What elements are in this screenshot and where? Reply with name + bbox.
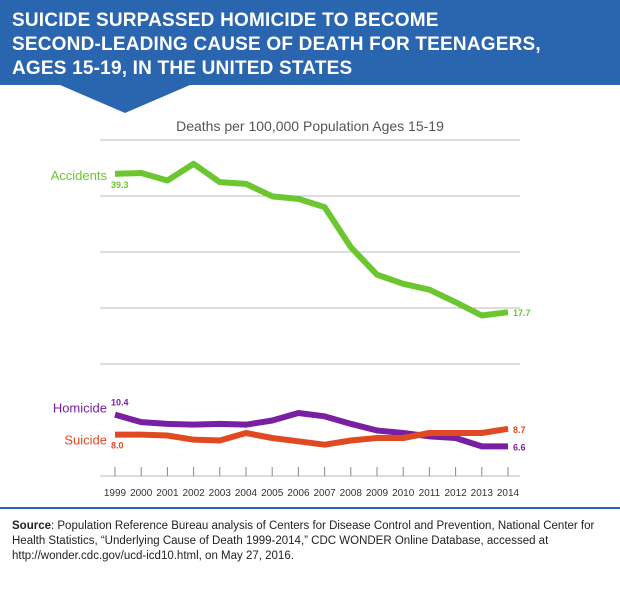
start-value-label: 10.4 xyxy=(111,398,129,408)
x-tick-label: 2004 xyxy=(235,488,258,499)
x-tick-label: 2003 xyxy=(209,488,232,499)
x-tick-label: 2001 xyxy=(156,488,179,499)
x-tick-label: 2012 xyxy=(444,488,467,499)
end-value-label: 6.6 xyxy=(513,442,526,452)
source-label: Source xyxy=(12,520,51,532)
x-tick-label: 2014 xyxy=(497,488,520,499)
series-line-suicide xyxy=(115,425,509,448)
series-line-homicide xyxy=(114,410,508,450)
source-text: : Population Reference Bureau analysis o… xyxy=(12,520,595,562)
x-tick-label: 2010 xyxy=(392,488,415,499)
x-tick-label: 2006 xyxy=(287,488,310,499)
x-tick-label: 2011 xyxy=(419,488,441,499)
x-tick-label: 2000 xyxy=(130,488,153,499)
start-value-label: 8.0 xyxy=(111,441,124,451)
x-tick-label: 2008 xyxy=(340,488,363,499)
series-name-homicide: Homicide xyxy=(53,401,107,416)
title-line-1: SUICIDE SURPASSED HOMICIDE TO BECOME xyxy=(12,10,439,31)
x-tick-label: 2013 xyxy=(471,488,494,499)
x-tick-label: 2009 xyxy=(366,488,389,499)
x-tick-label: 2005 xyxy=(261,488,284,499)
series-name-accidents: Accidents xyxy=(51,168,108,183)
start-value-label: 39.3 xyxy=(111,180,129,190)
end-value-label: 8.7 xyxy=(513,425,526,435)
series-name-suicide: Suicide xyxy=(64,433,107,448)
series-line-accidents xyxy=(114,160,509,319)
end-value-label: 17.7 xyxy=(513,308,531,318)
x-tick-label: 2002 xyxy=(182,488,205,499)
header-banner: SUICIDE SURPASSED HOMICIDE TO BECOME SEC… xyxy=(0,0,620,115)
x-tick-label: 2007 xyxy=(313,488,336,499)
title-line-2: SECOND-LEADING CAUSE OF DEATH FOR TEENAG… xyxy=(12,34,541,55)
source-note: Source: Population Reference Bureau anal… xyxy=(0,507,620,589)
line-chart: 1999 2000 2001 2002 2003 2004 2005 2006 2007 2008… xyxy=(51,139,531,499)
chart-title: Deaths per 100,000 Population Ages 15-19 xyxy=(176,118,444,134)
title-line-3: AGES 15-19, IN THE UNITED STATES xyxy=(12,58,353,79)
header-banner-shape xyxy=(0,0,620,113)
header-banner-polygon xyxy=(0,0,620,113)
x-tick-label: 1999 xyxy=(104,488,127,499)
